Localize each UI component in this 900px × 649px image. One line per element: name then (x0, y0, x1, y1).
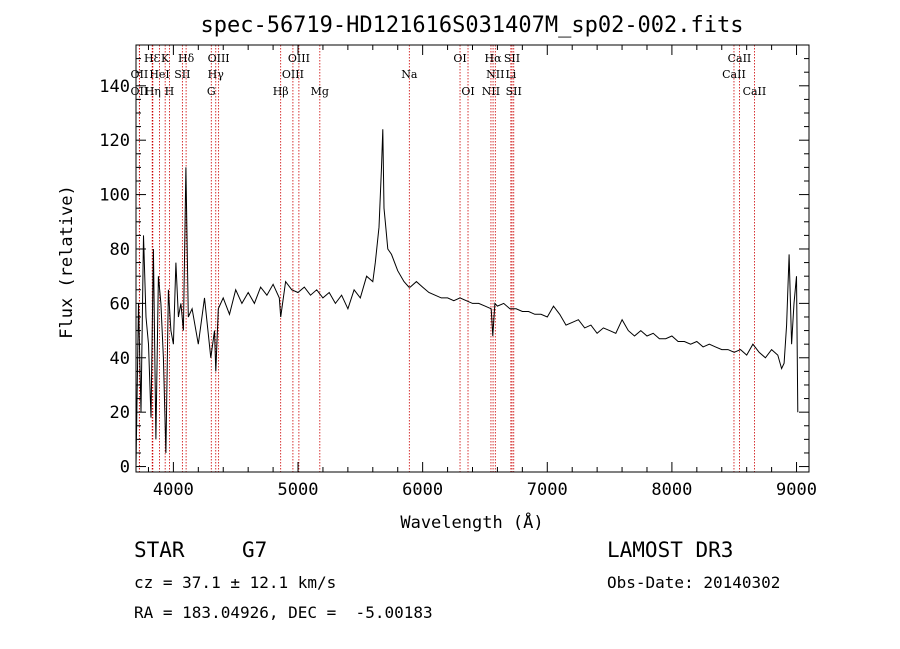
redshift-text: cz = 37.1 ± 12.1 km/s (134, 573, 337, 592)
spectral-line-label: OIII (282, 68, 304, 81)
y-tick-label: 20 (110, 403, 130, 423)
flux-series-line (135, 129, 799, 467)
x-tick-label: 9000 (776, 480, 817, 500)
y-tick-label: 140 (99, 77, 130, 97)
spectral-line-label: NII (486, 68, 504, 81)
spectral-line-label: OIII (208, 52, 230, 65)
spectral-line-label: OII (131, 68, 149, 81)
y-tick-label: 0 (120, 458, 130, 478)
y-axis-ticks: 0 20 40 60 80 100 120 140 (99, 58, 809, 478)
x-tick-label: 4000 (153, 480, 194, 500)
spectral-line-label: Hβ (273, 85, 289, 98)
plot-frame (135, 44, 810, 473)
spectral-line-label: OII (131, 85, 149, 98)
spectral-line-label: K (161, 52, 170, 65)
spectral-line-label: CaII (722, 68, 746, 81)
spectral-line-label: HeI (149, 68, 169, 81)
y-tick-label: 120 (99, 131, 130, 151)
spectral-line-label: OIII (288, 52, 310, 65)
spectral-line-label: Hδ (178, 52, 195, 65)
spectral-line-label: CaII (743, 85, 767, 98)
x-axis-label: Wavelength (Å) (400, 511, 543, 533)
x-tick-label: 6000 (402, 480, 443, 500)
spectral-line-label: NII (482, 85, 500, 98)
spectral-line-label: SII (506, 85, 522, 98)
object-class: STAR (134, 538, 185, 562)
survey-name: LAMOST DR3 (607, 538, 734, 562)
x-axis-ticks: 4000 5000 6000 7000 8000 9000 (147, 45, 817, 500)
object-subclass: G7 (242, 538, 268, 562)
spectral-line-label: Na (401, 68, 418, 81)
spectral-line-label: Li (505, 68, 516, 81)
spectral-line-label: SII (174, 68, 190, 81)
chart-title: spec-56719-HD121616S031407M_sp02-002.fit… (200, 13, 743, 38)
x-tick-label: 7000 (527, 480, 568, 500)
spectral-line-label: Mg (311, 85, 329, 98)
spectral-line-label: Hγ (208, 68, 225, 81)
spectral-line-label: OI (461, 85, 474, 98)
y-tick-label: 80 (110, 240, 130, 260)
obs-date: Obs-Date: 20140302 (607, 573, 781, 592)
spectral-line-label: Hη (145, 85, 161, 98)
y-tick-label: 60 (110, 294, 130, 314)
spectral-line-label: OI (453, 52, 466, 65)
spectral-line-label: CaII (728, 52, 752, 65)
y-tick-label: 100 (99, 186, 130, 206)
x-tick-label: 5000 (278, 480, 319, 500)
coordinates: RA = 183.04926, DEC = -5.00183 (134, 603, 433, 622)
spectral-line-label: G (207, 85, 216, 98)
y-tick-label: 40 (110, 349, 130, 369)
spectral-line-label: Hα (485, 52, 503, 65)
spectral-line-label: HƐ (144, 52, 161, 65)
spectral-line-label: H (165, 85, 175, 98)
spectral-line-markers (138, 45, 755, 472)
spectral-line-label: SII (504, 52, 520, 65)
y-axis-label: Flux (relative) (57, 185, 77, 339)
x-tick-label: 8000 (651, 480, 692, 500)
